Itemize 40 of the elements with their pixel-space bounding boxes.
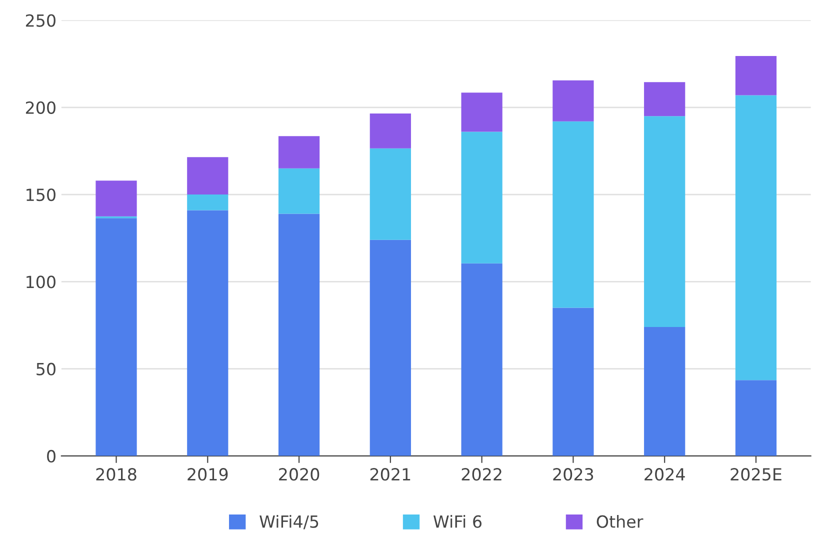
bar bbox=[370, 148, 411, 240]
y-tick-label: 200 bbox=[26, 101, 56, 114]
bar bbox=[187, 194, 228, 210]
y-tick-label: 150 bbox=[26, 188, 56, 202]
x-tick-label: 2025E bbox=[730, 468, 782, 481]
x-tick-label: 2024 bbox=[644, 468, 685, 481]
bar bbox=[278, 168, 320, 214]
bar bbox=[644, 326, 686, 456]
x-tick-label: 2021 bbox=[370, 468, 410, 481]
bar bbox=[552, 80, 594, 122]
bar bbox=[735, 380, 777, 456]
x-tick-label: 2019 bbox=[188, 468, 228, 481]
bar bbox=[370, 240, 411, 456]
x-tick-label: 2020 bbox=[279, 468, 320, 481]
x-tick-label: 2018 bbox=[96, 468, 136, 481]
bar bbox=[552, 121, 594, 308]
y-tick-label: 0 bbox=[47, 450, 56, 463]
bar bbox=[735, 56, 777, 96]
bar bbox=[461, 132, 502, 264]
y-tick-label: 250 bbox=[26, 14, 56, 27]
x-tick-label: 2022 bbox=[462, 468, 502, 481]
legend-label: WiFi4/5 bbox=[260, 515, 318, 530]
x-tick-label: 2023 bbox=[553, 468, 594, 481]
y-tick-label: 50 bbox=[36, 362, 56, 376]
bar bbox=[461, 263, 502, 456]
bar bbox=[278, 136, 320, 168]
bar bbox=[370, 114, 411, 148]
bar bbox=[187, 157, 228, 195]
bar bbox=[96, 218, 137, 456]
legend-label: WiFi 6 bbox=[433, 515, 482, 528]
bar bbox=[278, 214, 320, 456]
bar bbox=[187, 210, 228, 456]
bar bbox=[552, 308, 594, 456]
bar bbox=[644, 82, 686, 116]
bar bbox=[96, 180, 137, 216]
bar bbox=[461, 92, 502, 132]
y-tick-label: 100 bbox=[26, 276, 56, 288]
bar bbox=[735, 95, 777, 380]
bar bbox=[644, 116, 686, 327]
legend-label: Other bbox=[596, 515, 644, 528]
